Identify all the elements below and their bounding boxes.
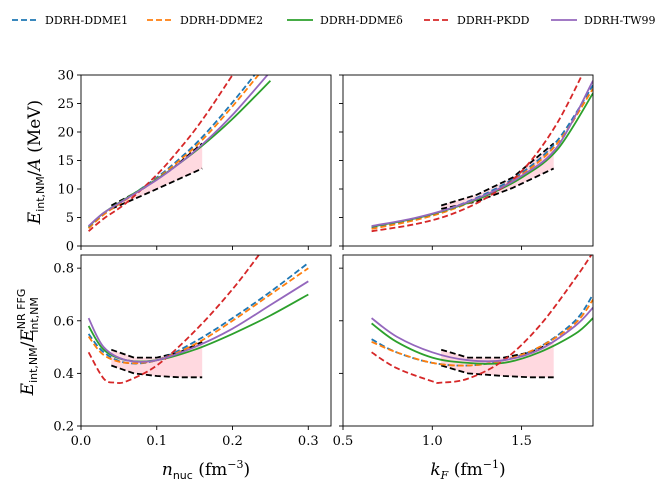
plot-area (87, 75, 272, 232)
series-line-ddrh-tw99 (87, 280, 309, 363)
series-line-ddrh-pkdd (371, 255, 593, 384)
y-tick-label: 0.4 (53, 367, 74, 382)
band-upper-edge (440, 142, 555, 207)
x-tick-label: 0.3 (298, 434, 319, 449)
y-tick-label: 5 (66, 211, 74, 226)
plot-area (371, 75, 593, 233)
y-tick-label: 0 (66, 240, 74, 255)
axes-frame (342, 254, 594, 427)
y-tick-label: 0.8 (53, 262, 74, 277)
band-upper-edge (440, 340, 555, 359)
x-tick-label: 1.5 (511, 434, 532, 449)
y-tick-label: 0.6 (53, 314, 74, 329)
y-tick-label: 25 (57, 97, 74, 112)
series-line-ddrh-ddme- (371, 92, 593, 228)
series-line-ddrh-ddme- (87, 293, 309, 363)
y-tick-label: 30 (57, 69, 74, 84)
y-tick-label: 0.2 (53, 420, 74, 435)
series-line-ddrh-ddme1 (371, 293, 593, 367)
series-line-ddrh-pkdd (371, 75, 583, 233)
panel-bottom-left: 0.0 0.1 0.2 0.3 0.2 0.4 0.6 0.8 (53, 254, 332, 449)
panel-top-left: 0 5 10 15 20 25 30 (57, 69, 332, 255)
axes-frame (342, 74, 594, 247)
series-line-ddrh-tw99 (371, 80, 593, 227)
y-axis-label-bottom: Eint,NM/ENR FFGint,NM (15, 289, 41, 397)
x-tick-label: 0.2 (222, 434, 243, 449)
axes-frame (80, 254, 332, 427)
series-line-ddrh-pkdd (88, 75, 234, 232)
series-line-ddrh-tw99 (371, 306, 593, 363)
band-lower-edge (111, 364, 203, 379)
series-line-ddrh-tw99 (88, 75, 269, 227)
y-tick-label: 15 (57, 154, 74, 169)
x-tick-label: 0.0 (71, 434, 92, 449)
x-tick-label: 1.0 (422, 434, 443, 449)
series-line-ddrh-ddme1 (87, 75, 256, 229)
legend-label: DDRH-DDME1 (45, 14, 128, 27)
band-upper-edge (110, 142, 203, 207)
legend-label: DDRH-TW99 (584, 14, 655, 27)
y-axis-label-top: Eint,NM/A (MeV) (25, 100, 47, 225)
y-tick-label: 10 (57, 183, 74, 198)
legend: DDRH-DDME1 DDRH-DDME2 DDRH-DDMEδ DDRH-PKDD D… (12, 14, 655, 27)
series-line-ddrh-ddme1 (87, 262, 309, 365)
panel-top-right (339, 74, 594, 250)
band-lower-edge (110, 167, 203, 210)
x-axis-label-right: kF (fm−1) (430, 458, 505, 482)
series-line-ddrh-ddme1 (371, 84, 593, 229)
series-line-ddrh-ddme- (371, 317, 593, 365)
legend-label: DDRH-DDMEδ (320, 14, 403, 27)
legend-label: DDRH-DDME2 (180, 14, 263, 27)
plot-area (87, 255, 309, 385)
band-lower-edge (440, 364, 554, 379)
series-line-ddrh-ddme2 (87, 75, 260, 229)
y-tick-label: 20 (57, 126, 74, 141)
x-tick-label: 0.5 (333, 434, 354, 449)
plot-area (371, 255, 593, 384)
panel-bottom-right: 0.5 1.0 1.5 (333, 254, 594, 449)
x-axis-label-left: nnuc (fm−3) (162, 458, 250, 482)
constraint-band (441, 341, 554, 378)
axes-frame (80, 74, 332, 247)
series-line-ddrh-pkdd (87, 255, 260, 385)
x-tick-label: 0.1 (146, 434, 167, 449)
band-upper-edge (111, 340, 203, 359)
legend-label: DDRH-PKDD (457, 14, 530, 27)
series-line-ddrh-ddme2 (371, 88, 593, 230)
